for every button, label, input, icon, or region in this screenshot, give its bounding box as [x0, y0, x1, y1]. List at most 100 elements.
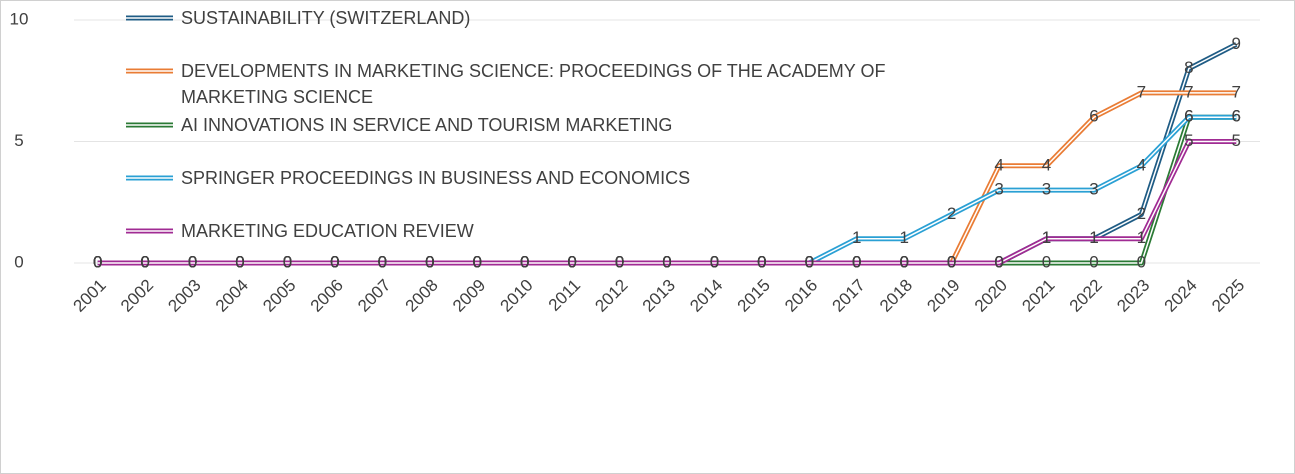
data-label: 0: [235, 252, 244, 271]
data-label: 1: [1042, 228, 1051, 247]
y-tick-label: 10: [10, 9, 29, 28]
x-tick-label: 2009: [449, 276, 489, 316]
data-label: 0: [93, 252, 102, 271]
data-label: 0: [947, 252, 956, 271]
data-label: 0: [473, 252, 482, 271]
data-label: 7: [1232, 82, 1241, 101]
data-label: 0: [567, 252, 576, 271]
data-label: 0: [757, 252, 766, 271]
data-label: 4: [1137, 155, 1146, 174]
data-label: 0: [852, 252, 861, 271]
data-label: 0: [93, 252, 102, 271]
data-label: 0: [235, 252, 244, 271]
data-label: 1: [1089, 228, 1098, 247]
data-label: 0: [1042, 252, 1051, 271]
data-label: 0: [283, 252, 292, 271]
data-label: 0: [805, 252, 814, 271]
x-tick-label: 2001: [70, 276, 110, 316]
data-label: 1: [1042, 228, 1051, 247]
data-label: 0: [140, 252, 149, 271]
data-label: 0: [757, 252, 766, 271]
x-tick-label: 2006: [307, 276, 347, 316]
legend-label: AI INNOVATIONS IN SERVICE AND TOURISM MA…: [181, 115, 673, 135]
x-tick-label: 2018: [876, 276, 916, 316]
data-label: 9: [1232, 34, 1241, 53]
x-tick-label: 2015: [734, 276, 774, 316]
x-tick-label: 2021: [1018, 276, 1058, 316]
data-label: 0: [710, 252, 719, 271]
data-label: 0: [520, 252, 529, 271]
data-label: 0: [615, 252, 624, 271]
data-label: 2: [1137, 204, 1146, 223]
data-label: 0: [188, 252, 197, 271]
line: [97, 139, 1237, 266]
data-label: 0: [520, 252, 529, 271]
x-tick-label: 2013: [639, 276, 679, 316]
data-label: 0: [662, 252, 671, 271]
data-label: 6: [1089, 107, 1098, 126]
data-label: 0: [710, 252, 719, 271]
data-label: 0: [378, 252, 387, 271]
data-label: 0: [710, 252, 719, 271]
x-tick-label: 2010: [496, 276, 536, 316]
data-label: 0: [994, 252, 1003, 271]
data-label: 0: [235, 252, 244, 271]
data-label: 1: [899, 228, 908, 247]
data-label: 0: [473, 252, 482, 271]
x-tick-label: 2007: [354, 276, 394, 316]
data-label: 0: [378, 252, 387, 271]
data-label: 0: [93, 252, 102, 271]
x-tick-label: 2020: [971, 276, 1011, 316]
data-label: 0: [425, 252, 434, 271]
x-tick-label: 2024: [1161, 276, 1201, 316]
data-label: 5: [1232, 131, 1241, 150]
data-label: 0: [757, 252, 766, 271]
data-label: 0: [994, 252, 1003, 271]
x-tick-label: 2016: [781, 276, 821, 316]
legend-label: SPRINGER PROCEEDINGS IN BUSINESS AND ECO…: [181, 168, 691, 188]
data-label: 0: [615, 252, 624, 271]
data-label: 0: [188, 252, 197, 271]
data-label: 0: [330, 252, 339, 271]
data-label: 6: [1184, 107, 1193, 126]
data-label: 6: [1232, 107, 1241, 126]
x-tick-label: 2008: [402, 276, 442, 316]
data-label: 0: [330, 252, 339, 271]
data-label: 0: [805, 252, 814, 271]
data-label: 0: [899, 252, 908, 271]
data-label: 0: [662, 252, 671, 271]
data-label: 0: [283, 252, 292, 271]
data-label: 0: [757, 252, 766, 271]
data-label: 3: [1089, 180, 1098, 199]
data-label: 0: [852, 252, 861, 271]
y-tick-label: 5: [14, 131, 23, 150]
data-label: 0: [330, 252, 339, 271]
data-label: 7: [1137, 82, 1146, 101]
x-tick-label: 2023: [1113, 276, 1153, 316]
data-label: 0: [473, 252, 482, 271]
data-label: 0: [805, 252, 814, 271]
data-label: 0: [140, 252, 149, 271]
data-label: 7: [1184, 82, 1193, 101]
data-label: 0: [473, 252, 482, 271]
data-label: 0: [899, 252, 908, 271]
data-label: 0: [567, 252, 576, 271]
data-label: 4: [1042, 155, 1051, 174]
data-label: 1: [1137, 228, 1146, 247]
x-tick-label: 2014: [686, 276, 726, 316]
data-label: 0: [615, 252, 624, 271]
data-label: 0: [662, 252, 671, 271]
data-label: 0: [520, 252, 529, 271]
data-label: 0: [378, 252, 387, 271]
data-label: 0: [994, 252, 1003, 271]
data-label: 0: [425, 252, 434, 271]
data-label: 0: [473, 252, 482, 271]
data-label: 0: [852, 252, 861, 271]
data-label: 0: [947, 252, 956, 271]
data-label: 3: [994, 180, 1003, 199]
data-label: 0: [188, 252, 197, 271]
data-label: 0: [567, 252, 576, 271]
data-label: 0: [899, 252, 908, 271]
legend-label: SUSTAINABILITY (SWITZERLAND): [181, 8, 471, 28]
